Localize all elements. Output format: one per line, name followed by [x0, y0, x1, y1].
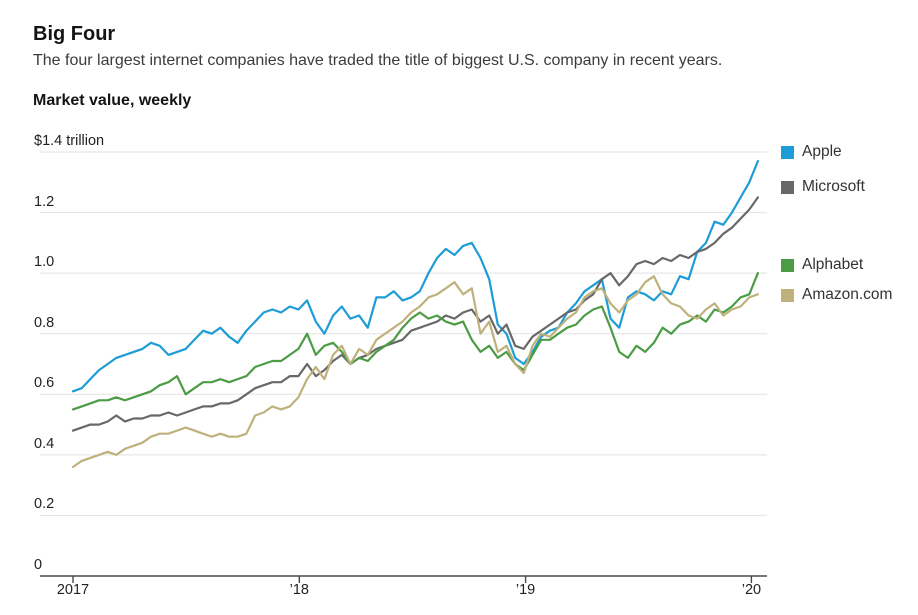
series-line-apple: [71, 160, 760, 393]
chart-title: Big Four: [33, 23, 116, 45]
y-tick-label: 0.2: [34, 496, 55, 513]
y-tick-label: 0.6: [34, 375, 55, 392]
legend-swatch-apple: [781, 145, 794, 159]
x-tick-label: 2017: [56, 582, 90, 598]
x-tick-label: ’20: [741, 582, 762, 598]
y-tick-label: 1.2: [34, 193, 55, 210]
series-line-alphabet: [71, 272, 760, 411]
y-tick-label: 0.4: [34, 435, 55, 452]
chart-subtitle: The four largest internet companies have…: [33, 52, 723, 69]
legend-swatch-alphabet: [781, 258, 794, 272]
legend-swatch-amazoncom: [781, 288, 794, 302]
legend-label-apple: Apple: [802, 143, 842, 160]
series-line-amazoncom: [71, 275, 760, 469]
x-tick-label: ’18: [289, 582, 309, 598]
y-axis-title: Market value, weekly: [33, 92, 192, 109]
legend-swatch-microsoft: [781, 180, 794, 194]
legend-label-alphabet: Alphabet: [802, 256, 864, 273]
series-line-microsoft: [71, 196, 760, 432]
y-tick-label: 1.0: [34, 254, 55, 271]
y-tick-label: $1.4 trillion: [34, 133, 105, 149]
y-tick-label: 0.8: [34, 314, 55, 331]
legend-label-microsoft: Microsoft: [802, 178, 865, 195]
x-tick-label: ’19: [515, 582, 536, 598]
y-tick-label: 0: [34, 557, 43, 573]
legend-item-apple: Apple: [781, 143, 842, 161]
legend-label-amazoncom: Amazon.com: [802, 286, 893, 303]
legend-item-microsoft: Microsoft: [781, 178, 865, 196]
legend-item-amazoncom: Amazon.com: [781, 286, 892, 304]
legend-item-alphabet: Alphabet: [781, 256, 863, 274]
